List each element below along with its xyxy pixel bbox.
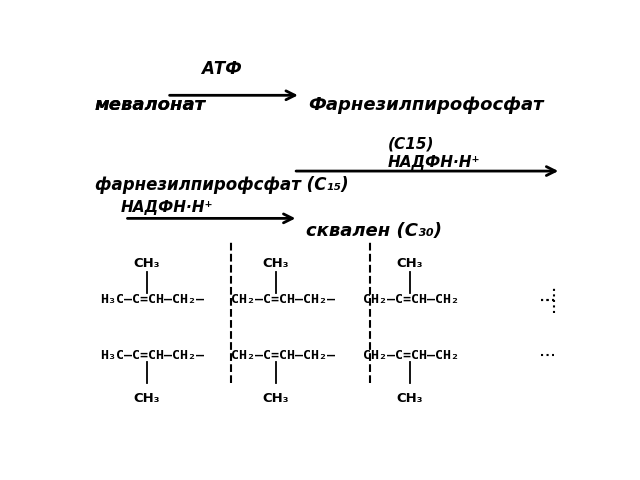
Text: CH₃: CH₃ xyxy=(397,257,423,270)
Text: H₃C–C=CH–CH₂–: H₃C–C=CH–CH₂– xyxy=(100,348,204,361)
Text: Фарнезилпирофосфат: Фарнезилпирофосфат xyxy=(308,96,543,114)
Text: CH₃: CH₃ xyxy=(262,392,289,405)
Text: сквален (С₃₀): сквален (С₃₀) xyxy=(306,222,442,240)
Text: CH₃: CH₃ xyxy=(134,257,160,270)
Text: (С15): (С15) xyxy=(388,137,434,152)
Text: CH₃: CH₃ xyxy=(397,392,423,405)
Text: фарнезилпирофсфат (С₁₅): фарнезилпирофсфат (С₁₅) xyxy=(95,176,349,194)
Text: CH₂–C=CH–CH₂: CH₂–C=CH–CH₂ xyxy=(363,348,459,361)
Text: АТФ: АТФ xyxy=(201,60,242,78)
Text: мевалонат: мевалонат xyxy=(95,96,206,114)
Text: НАДФН·Н⁺: НАДФН·Н⁺ xyxy=(388,156,480,170)
Text: CH₂–C=CH–CH₂–: CH₂–C=CH–CH₂– xyxy=(231,293,335,306)
Text: CH₂–C=CH–CH₂–: CH₂–C=CH–CH₂– xyxy=(231,348,335,361)
Text: мевалонат: мевалонат xyxy=(95,96,206,114)
Text: H₃C–C=CH–CH₂–: H₃C–C=CH–CH₂– xyxy=(100,293,204,306)
Text: CH₂–C=CH–CH₂: CH₂–C=CH–CH₂ xyxy=(363,293,459,306)
Text: CH₃: CH₃ xyxy=(134,392,160,405)
Text: CH₃: CH₃ xyxy=(262,257,289,270)
Text: НАДФН·Н⁺: НАДФН·Н⁺ xyxy=(120,200,213,215)
